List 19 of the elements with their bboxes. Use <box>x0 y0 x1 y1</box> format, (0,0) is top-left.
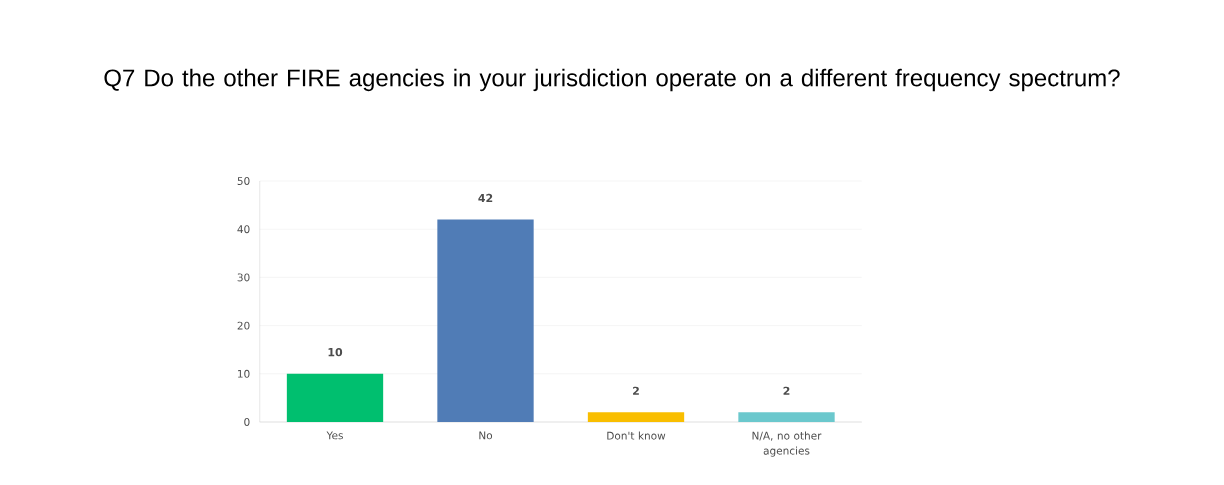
bar <box>587 412 685 422</box>
x-tick-label: Don't know <box>607 431 666 440</box>
y-tick-label: 20 <box>237 321 250 330</box>
bar <box>437 219 534 422</box>
x-tick-label: No <box>479 431 493 440</box>
y-tick-label: 0 <box>244 418 250 426</box>
data-label: 2 <box>783 386 790 395</box>
x-tick-label: N/A, no other agencies <box>752 431 822 457</box>
data-label: 42 <box>478 193 493 203</box>
y-tick-label: 10 <box>238 369 250 378</box>
y-tick-label: 50 <box>237 177 250 185</box>
bar <box>286 373 384 422</box>
chart-title: Q7 Do the other FIRE agencies in your jurisdiction operate on a different frequency spectrum? <box>104 68 1120 92</box>
data-label: 10 <box>328 347 343 357</box>
y-tick-label: 40 <box>237 225 250 234</box>
bar <box>738 412 835 422</box>
data-label: 2 <box>633 386 639 395</box>
x-tick-label: Yes <box>326 431 343 440</box>
y-tick-label: 30 <box>237 273 250 282</box>
